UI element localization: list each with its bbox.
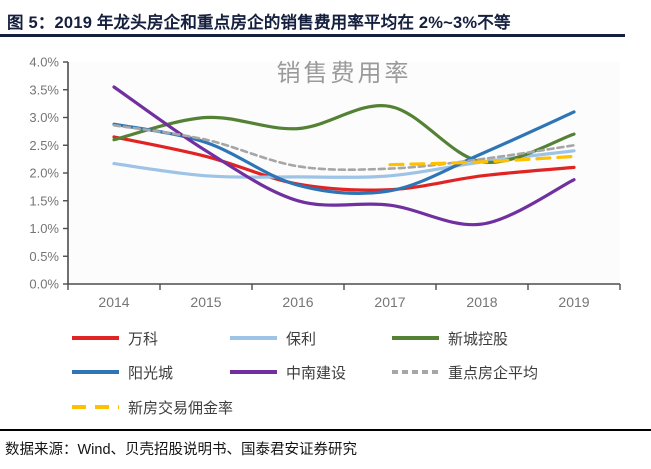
legend-item-key-avg: 重点房企平均 (392, 364, 539, 382)
legend-item-poly: 保利 (230, 330, 317, 348)
y-tick-label: 0.5% (29, 249, 59, 264)
series-line-zhongnan (112, 85, 576, 227)
y-tick-label: 1.5% (29, 193, 59, 208)
legend-line-swatch-seazen (392, 336, 439, 340)
series-line-yango (112, 110, 576, 196)
x-tick-label: 2016 (282, 294, 313, 310)
sales-expense-ratio-chart: 销售费用率 0.0% 0.5% 1.0% 1.5% 2.0% 2.5% 3.0% 3.5% 4.0… (29, 55, 621, 310)
legend-line-swatch-key-avg (392, 370, 439, 374)
legend-label-seazen: 新城控股 (448, 330, 509, 348)
legend-label-zhongnan: 中南建设 (286, 364, 347, 382)
legend-line-swatch-poly (230, 336, 277, 340)
y-tick-label: 3.0% (29, 110, 59, 125)
y-tick-label: 4.0% (29, 55, 59, 70)
x-tick-label: 2015 (190, 294, 221, 310)
x-tick-label: 2014 (98, 294, 129, 310)
x-tick-label: 2017 (374, 294, 405, 310)
y-tick-label: 2.5% (29, 138, 59, 153)
legend-line-swatch-zhongnan (230, 370, 277, 374)
legend-label-key-avg: 重点房企平均 (448, 364, 539, 382)
series-line-poly (112, 149, 576, 179)
x-tick-label: 2018 (466, 294, 497, 310)
legend-line-swatch-vanke (72, 336, 119, 340)
series-line-commission (388, 154, 576, 167)
legend-line-swatch-commission (72, 405, 119, 409)
legend-line-swatch-yango (72, 370, 119, 374)
y-tick-label: 2.0% (29, 166, 59, 181)
source-divider (0, 429, 651, 431)
figure-title: 图 5：2019 年龙头房企和重点房企的销售费用率平均在 2%~3%不等 (7, 14, 511, 32)
y-tick-label: 0.0% (29, 277, 59, 292)
y-tick-label: 3.5% (29, 82, 59, 97)
plot-title: 销售费用率 (277, 60, 412, 87)
legend-item-seazen: 新城控股 (392, 330, 509, 348)
y-tick-label: 1.0% (29, 221, 59, 236)
legend-item-vanke: 万科 (72, 330, 159, 348)
title-underline (0, 34, 625, 37)
legend-label-commission: 新房交易佣金率 (128, 399, 234, 417)
legend-label-poly: 保利 (286, 330, 317, 348)
legend-item-yango: 阳光城 (72, 364, 174, 382)
x-tick-label: 2019 (558, 294, 589, 310)
legend-item-zhongnan: 中南建设 (230, 364, 347, 382)
legend-label-vanke: 万科 (128, 330, 159, 348)
series-line-vanke (112, 135, 576, 192)
series-line-key-avg (112, 124, 576, 171)
plot-area (68, 62, 620, 284)
legend-label-yango: 阳光城 (128, 364, 174, 382)
legend-item-commission: 新房交易佣金率 (72, 399, 234, 417)
data-source-text: 数据来源：Wind、贝壳招股说明书、国泰君安证券研究 (5, 442, 358, 458)
